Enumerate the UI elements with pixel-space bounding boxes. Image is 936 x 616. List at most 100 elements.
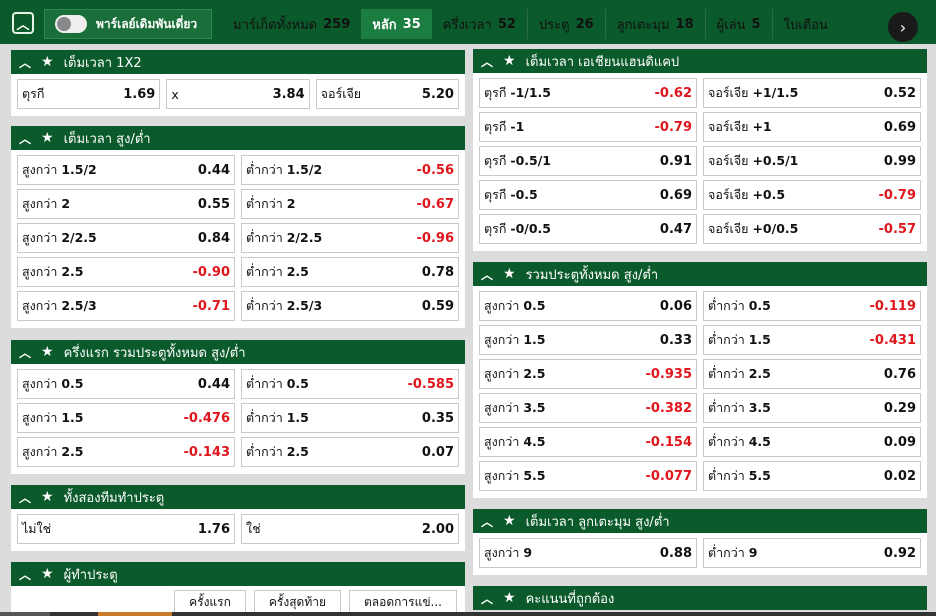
odds-cell[interactable]: จอร์เจีย +1/1.5 0.52 — [703, 78, 921, 108]
chevron-up-icon[interactable]: ︿ — [19, 567, 32, 582]
odds-cell[interactable]: จอร์เจีย +0.5 -0.79 — [703, 180, 921, 210]
star-icon[interactable]: ★ — [503, 266, 516, 282]
panel-header[interactable]: ︿ ★ ผู้ทำประตู — [11, 562, 465, 586]
odds-cell[interactable]: ใช่ 2.00 — [241, 514, 459, 544]
odds-cell[interactable]: ต่ำกว่า 5.5 0.02 — [703, 461, 921, 491]
odds-cell[interactable]: ต่ำกว่า 1.5/2 -0.56 — [241, 155, 459, 185]
odds-cell[interactable]: จอร์เจีย +0/0.5 -0.57 — [703, 214, 921, 244]
chevron-up-icon[interactable]: ︿ — [481, 591, 494, 606]
tab-label: ใบเตือน — [783, 17, 828, 33]
odds-cell[interactable]: สูงกว่า 1.5 0.33 — [479, 325, 697, 355]
star-icon[interactable]: ★ — [41, 489, 54, 505]
chevron-up-icon[interactable]: ︿ — [481, 54, 494, 69]
star-icon[interactable]: ★ — [503, 513, 516, 529]
odds-cell[interactable]: จอร์เจีย +0.5/1 0.99 — [703, 146, 921, 176]
odds-cell[interactable]: ต่ำกว่า 2/2.5 -0.96 — [241, 223, 459, 253]
handicap-line: -0/0.5 — [510, 221, 551, 236]
handicap-line: 1.5 — [286, 410, 309, 425]
panel-header[interactable]: ︿ ★ เต็มเวลา สูง/ต่ำ — [11, 126, 465, 150]
odds-cell[interactable]: สูงกว่า 0.5 0.06 — [479, 291, 697, 321]
parlay-toggle[interactable]: พาร์เลย์เดิมพันเดี่ยว — [44, 9, 212, 39]
odds-cell[interactable]: สูงกว่า 2.5 -0.935 — [479, 359, 697, 389]
selection-name: ตุรกี — [484, 187, 507, 202]
selection-name: สูงกว่า — [22, 444, 58, 459]
odds-cell[interactable]: ต่ำกว่า 2.5 0.78 — [241, 257, 459, 287]
subtab-last[interactable]: ครั้งสุดท้าย — [253, 590, 342, 614]
handicap-line: 0.5 — [61, 376, 84, 391]
odds-cell[interactable]: สูงกว่า 4.5 -0.154 — [479, 427, 697, 457]
odds-cell[interactable]: สูงกว่า 2 0.55 — [17, 189, 235, 219]
panel-header[interactable]: ︿ ★ เต็มเวลา เอเชียนแฮนดิแคป — [473, 49, 927, 73]
odds-cell[interactable]: ต่ำกว่า 0.5 -0.585 — [241, 369, 459, 399]
odds-cell[interactable]: ตุรกี 1.69 — [17, 79, 161, 109]
odds-cell[interactable]: สูงกว่า 2.5/3 -0.71 — [17, 291, 235, 321]
selection-name: ใช่ — [246, 521, 261, 536]
odds-cell[interactable]: สูงกว่า 3.5 -0.382 — [479, 393, 697, 423]
odds-cell[interactable]: สูงกว่า 2.5 -0.90 — [17, 257, 235, 287]
star-icon[interactable]: ★ — [41, 344, 54, 360]
tab-cards[interactable]: ใบเตือน — [771, 9, 839, 39]
odds-cell[interactable]: สูงกว่า 2.5 -0.143 — [17, 437, 235, 467]
odds-cell[interactable]: จอร์เจีย +1 0.69 — [703, 112, 921, 142]
odds-cell[interactable]: ต่ำกว่า 1.5 0.35 — [241, 403, 459, 433]
tab-all-markets[interactable]: มาร์เก็ตทั้งหมด 259 — [222, 9, 362, 39]
panel-header[interactable]: ︿ ★ ครึ่งแรก รวมประตูทั้งหมด สูง/ต่ำ — [11, 340, 465, 364]
selection-name: สูงกว่า — [484, 468, 520, 483]
odds-cell[interactable]: สูงกว่า 1.5 -0.476 — [17, 403, 235, 433]
odds-cell[interactable]: ต่ำกว่า 1.5 -0.431 — [703, 325, 921, 355]
odds-cell[interactable]: สูงกว่า 0.5 0.44 — [17, 369, 235, 399]
odds-cell[interactable]: ตุรกี -0/0.5 0.47 — [479, 214, 697, 244]
panel-header[interactable]: ︿ ★ เต็มเวลา 1X2 — [11, 50, 465, 74]
tab-half-time[interactable]: ครึ่งเวลา 52 — [431, 9, 527, 39]
odds-cell[interactable]: สูงกว่า 9 0.88 — [479, 538, 697, 568]
odds-cell[interactable]: ไม่ใช่ 1.76 — [17, 514, 235, 544]
odds-cell[interactable]: ตุรกี -1/1.5 -0.62 — [479, 78, 697, 108]
odds-cell[interactable]: ต่ำกว่า 3.5 0.29 — [703, 393, 921, 423]
subtab-first[interactable]: ครั้งแรก — [174, 590, 246, 614]
star-icon[interactable]: ★ — [41, 54, 54, 70]
odds-cell[interactable]: จอร์เจีย 5.20 — [315, 79, 459, 109]
chevron-up-icon[interactable]: ︿ — [19, 55, 32, 70]
odds-cell[interactable]: x 3.84 — [166, 79, 310, 109]
panel-header[interactable]: ︿ ★ เต็มเวลา ลูกเตะมุม สูง/ต่ำ — [473, 509, 927, 533]
selection-label: สูงกว่า 0.5 — [22, 374, 83, 394]
scroll-tabs-right-button[interactable]: › — [888, 12, 918, 42]
odds-cell[interactable]: ต่ำกว่า 2.5 0.76 — [703, 359, 921, 389]
bottom-scrollbar[interactable] — [0, 612, 936, 616]
chevron-up-icon[interactable]: ︿ — [481, 267, 494, 282]
collapse-all-button[interactable]: ︿ — [12, 12, 34, 34]
odds-cell[interactable]: ต่ำกว่า 2 -0.67 — [241, 189, 459, 219]
tab-main[interactable]: หลัก 35 — [361, 9, 432, 39]
panel-header[interactable]: ︿ ★ ทั้งสองทีมทำประตู — [11, 485, 465, 509]
chevron-up-icon[interactable]: ︿ — [481, 514, 494, 529]
odds-cell[interactable]: ตุรกี -1 -0.79 — [479, 112, 697, 142]
odds-cell[interactable]: ต่ำกว่า 9 0.92 — [703, 538, 921, 568]
star-icon[interactable]: ★ — [503, 590, 516, 606]
chevron-up-icon[interactable]: ︿ — [19, 131, 32, 146]
panel-header[interactable]: ︿ ★ คะแนนที่ถูกต้อง — [473, 586, 927, 610]
odds-cell[interactable]: สูงกว่า 5.5 -0.077 — [479, 461, 697, 491]
odds-row: สูงกว่า 1.5 0.33 ต่ำกว่า 1.5 -0.431 — [479, 325, 921, 355]
tab-players[interactable]: ผู้เล่น 5 — [704, 9, 772, 39]
odds-cell[interactable]: สูงกว่า 1.5/2 0.44 — [17, 155, 235, 185]
odds-cell[interactable]: สูงกว่า 2/2.5 0.84 — [17, 223, 235, 253]
tab-corners[interactable]: ลูกเตะมุม 18 — [604, 9, 705, 39]
odds-cell[interactable]: ต่ำกว่า 4.5 0.09 — [703, 427, 921, 457]
odds-cell[interactable]: ตุรกี -0.5/1 0.91 — [479, 146, 697, 176]
toggle-switch-icon[interactable] — [55, 15, 87, 33]
odds-value: -0.79 — [878, 187, 916, 203]
star-icon[interactable]: ★ — [41, 130, 54, 146]
odds-cell[interactable]: ต่ำกว่า 0.5 -0.119 — [703, 291, 921, 321]
odds-cell[interactable]: ตุรกี -0.5 0.69 — [479, 180, 697, 210]
selection-name: ต่ำกว่า — [246, 376, 283, 391]
star-icon[interactable]: ★ — [41, 566, 54, 582]
panel-header[interactable]: ︿ ★ รวมประตูทั้งหมด สูง/ต่ำ — [473, 262, 927, 286]
tab-goals[interactable]: ประตู 26 — [526, 9, 605, 39]
selection-label: สูงกว่า 2.5 — [484, 364, 545, 384]
odds-cell[interactable]: ต่ำกว่า 2.5 0.07 — [241, 437, 459, 467]
chevron-up-icon[interactable]: ︿ — [19, 345, 32, 360]
odds-cell[interactable]: ต่ำกว่า 2.5/3 0.59 — [241, 291, 459, 321]
chevron-up-icon[interactable]: ︿ — [19, 490, 32, 505]
star-icon[interactable]: ★ — [503, 53, 516, 69]
subtab-anytime[interactable]: ตลอดการแข่... — [349, 590, 457, 614]
